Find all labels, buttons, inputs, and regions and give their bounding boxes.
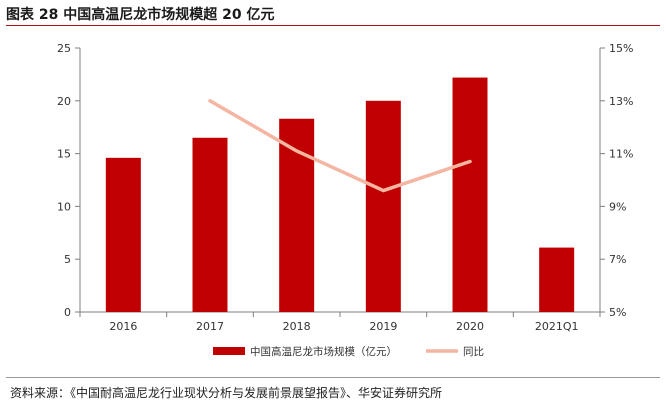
- yoy-line: [208, 99, 472, 193]
- y-right-tick-label: 9%: [609, 200, 626, 213]
- bar: [452, 77, 488, 313]
- bars-group: [105, 77, 575, 313]
- x-tick-label: 2017: [196, 320, 224, 333]
- y-left-tick-label: 15: [57, 148, 71, 161]
- y-right-tick-label: 13%: [609, 95, 633, 108]
- legend-label-bar: 中国高温尼龙市场规模（亿元）: [250, 345, 397, 358]
- bar: [365, 100, 401, 312]
- y-right-tick-label: 5%: [609, 306, 626, 319]
- bar: [105, 157, 141, 312]
- x-tick-label: 2020: [456, 320, 484, 333]
- axes: 0 5 10 15 20 25 5% 7% 9% 11% 13% 15% 2016 2017 2018 201…: [57, 42, 633, 333]
- bar: [539, 247, 575, 312]
- y-right-tick-label: 7%: [609, 253, 626, 266]
- y-left-tick-label: 0: [64, 306, 71, 319]
- legend-swatch-bar: [213, 347, 245, 355]
- y-left-tick-label: 10: [57, 200, 71, 213]
- figure-title: 图表 28 中国高温尼龙市场规模超 20 亿元: [6, 7, 275, 23]
- yoy-line-group: [208, 99, 472, 193]
- source-note: 资料来源：《中国耐高温尼龙行业现状分析与发展前景展望报告》、华安证券研究所: [10, 386, 443, 400]
- y-left-tick-label: 20: [57, 95, 71, 108]
- x-tick-label: 2021Q1: [535, 320, 579, 333]
- y-right-tick-label: 15%: [609, 42, 633, 55]
- x-tick-label: 2018: [283, 320, 311, 333]
- title-rule: [6, 25, 660, 26]
- y-right-tick-label: 11%: [609, 148, 633, 161]
- bar: [192, 137, 228, 312]
- bar: [279, 118, 315, 312]
- y-left-tick-label: 5: [64, 253, 71, 266]
- y-left-tick-label: 25: [57, 42, 71, 55]
- x-tick-label: 2019: [369, 320, 397, 333]
- source-rule: [6, 377, 660, 378]
- legend-label-line: 同比: [463, 345, 484, 358]
- legend: 中国高温尼龙市场规模（亿元） 同比: [213, 345, 484, 358]
- chart: 0 5 10 15 20 25 5% 7% 9% 11% 13% 15% 2016 2017 2018 201…: [57, 42, 633, 358]
- x-tick-label: 2016: [109, 320, 137, 333]
